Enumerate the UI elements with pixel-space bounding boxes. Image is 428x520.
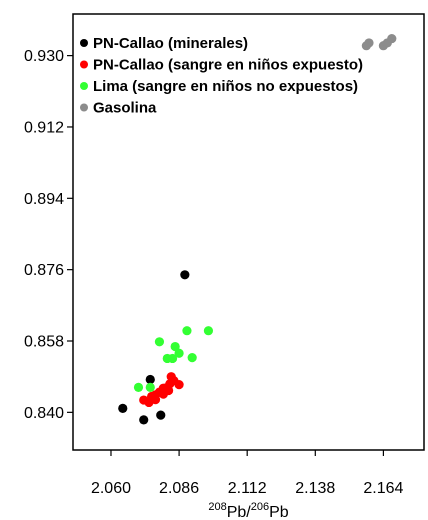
legend: PN-Callao (minerales) PN-Callao (sangre e… [80, 35, 363, 117]
y-tick-label: 0.876 [24, 262, 64, 279]
series-3 [361, 33, 397, 51]
x-axis: 2.060 2.086 2.112 2.138 2.164 [91, 450, 404, 497]
axis-title-text: Pb/ [227, 504, 252, 520]
x-axis-title: 208Pb/206Pb [208, 501, 288, 520]
plot-area [72, 13, 425, 451]
data-point [174, 348, 184, 358]
data-point [187, 353, 197, 363]
y-tick-label: 0.894 [24, 191, 64, 208]
data-point [167, 353, 178, 364]
data-point [118, 403, 128, 413]
x-tick-label: 2.060 [91, 480, 131, 497]
legend-label: Lima (sangre en niños no expuestos) [93, 78, 358, 95]
series-0 [118, 270, 190, 425]
data-point [166, 372, 176, 382]
axis-title-superscript: 206 [251, 501, 269, 513]
x-tick-label: 2.112 [228, 480, 267, 497]
data-point [180, 270, 190, 280]
legend-label: Gasolina [93, 100, 157, 117]
data-point [364, 38, 374, 48]
plot-frame [72, 13, 425, 451]
y-tick-label: 0.858 [24, 334, 64, 351]
data-point [156, 410, 166, 420]
data-point [203, 326, 214, 336]
data-point [182, 326, 192, 336]
x-tick-label: 2.086 [159, 480, 199, 497]
y-axis: 0.840 0.858 0.876 0.894 0.912 0.930 [24, 48, 73, 422]
x-tick-label: 2.138 [295, 480, 335, 497]
x-tick-label: 2.164 [363, 480, 403, 497]
data-points [118, 33, 397, 425]
axis-title-superscript: 208 [208, 501, 226, 513]
y-tick-label: 0.912 [24, 119, 64, 136]
legend-marker [80, 103, 88, 112]
data-point [170, 341, 180, 352]
data-point [145, 382, 155, 392]
data-point [154, 337, 165, 347]
data-point [150, 390, 161, 400]
series-1 [139, 372, 184, 408]
legend-marker [80, 60, 88, 69]
data-point [145, 374, 155, 385]
y-tick-label: 0.930 [24, 48, 64, 65]
legend-marker [80, 39, 88, 47]
data-point [158, 383, 168, 393]
data-point [174, 380, 184, 390]
series-2 [133, 326, 214, 392]
data-point [139, 415, 149, 425]
y-tick-label: 0.840 [24, 405, 64, 422]
data-point [133, 382, 144, 392]
axis-title-text: Pb [269, 504, 289, 520]
legend-marker [80, 82, 88, 90]
legend-label: PN-Callao (minerales) [93, 35, 248, 52]
legend-label: PN-Callao (sangre en niños expuesto) [93, 57, 363, 74]
data-point [387, 33, 397, 44]
